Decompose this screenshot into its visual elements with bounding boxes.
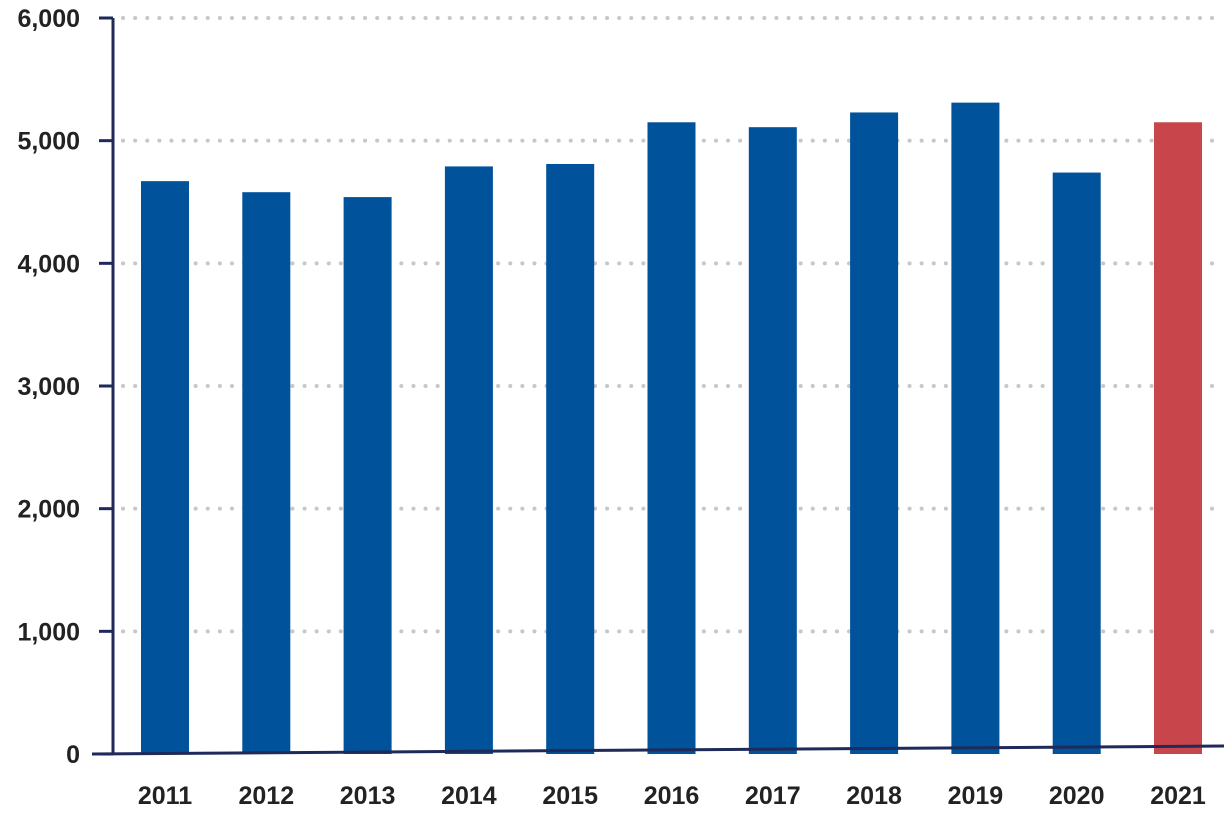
bar-2012 <box>242 192 291 755</box>
x-tick-label: 2012 <box>238 782 294 810</box>
axes <box>91 16 1225 756</box>
bar-2021 <box>1154 122 1202 755</box>
y-tick-label: 4,000 <box>17 250 80 278</box>
bar-2018 <box>850 112 899 755</box>
x-tick-label: 2013 <box>340 782 396 810</box>
bars <box>141 102 1202 755</box>
y-tick-label: 5,000 <box>17 128 80 156</box>
x-tick-label: 2019 <box>948 782 1004 810</box>
y-tick-label: 3,000 <box>17 373 80 401</box>
y-tick-label: 2,000 <box>17 496 80 524</box>
y-tick-label: 1,000 <box>17 618 80 646</box>
x-tick-label: 2020 <box>1049 782 1105 810</box>
x-tick-label: 2017 <box>745 782 801 810</box>
bar-2016 <box>647 122 696 755</box>
x-tick-label: 2014 <box>441 782 497 810</box>
bar-2013 <box>343 197 392 755</box>
x-tick-label: 2018 <box>846 782 902 810</box>
y-tick-labels: 0 1,000 2,000 3,000 4,000 5,000 6,000 <box>17 5 80 769</box>
bar-2019 <box>951 102 1000 754</box>
bar-2017 <box>748 127 797 754</box>
bar-2011 <box>141 181 189 754</box>
bar-2020 <box>1052 172 1101 754</box>
bar-2015 <box>546 163 595 754</box>
x-axis-line <box>91 744 1225 756</box>
x-tick-label: 2016 <box>644 782 700 810</box>
y-tick-label: 6,000 <box>17 5 80 33</box>
y-tick-label: 0 <box>66 741 80 769</box>
grid-lines <box>121 16 1226 634</box>
x-tick-label: 2021 <box>1150 782 1206 810</box>
x-tick-label: 2011 <box>138 782 192 810</box>
x-tick-labels: 2011 2012 2013 2014 2015 2016 2017 2018 2019 2020… <box>138 782 1206 810</box>
bar-2014 <box>444 166 493 755</box>
x-tick-label: 2015 <box>542 782 598 810</box>
